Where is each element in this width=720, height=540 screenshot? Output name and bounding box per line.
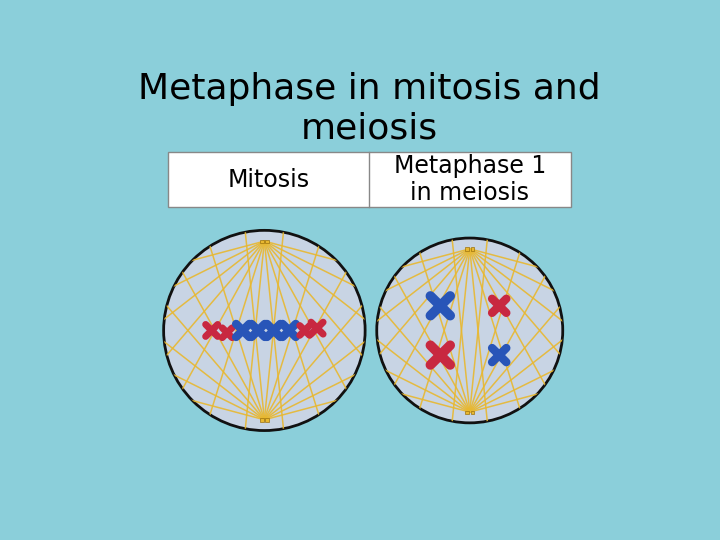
Text: Mitosis: Mitosis: [228, 167, 310, 192]
Circle shape: [377, 238, 563, 423]
Circle shape: [163, 231, 365, 430]
Bar: [168, 152, 570, 207]
Bar: [471, 247, 474, 251]
Bar: [465, 247, 469, 251]
Bar: [265, 418, 269, 422]
Bar: [471, 410, 474, 414]
Text: Metaphase in mitosis and
meiosis: Metaphase in mitosis and meiosis: [138, 72, 600, 146]
Bar: [465, 410, 469, 414]
Bar: [260, 418, 264, 422]
Bar: [260, 240, 264, 244]
Text: Metaphase 1
in meiosis: Metaphase 1 in meiosis: [394, 154, 546, 205]
Bar: [265, 240, 269, 244]
